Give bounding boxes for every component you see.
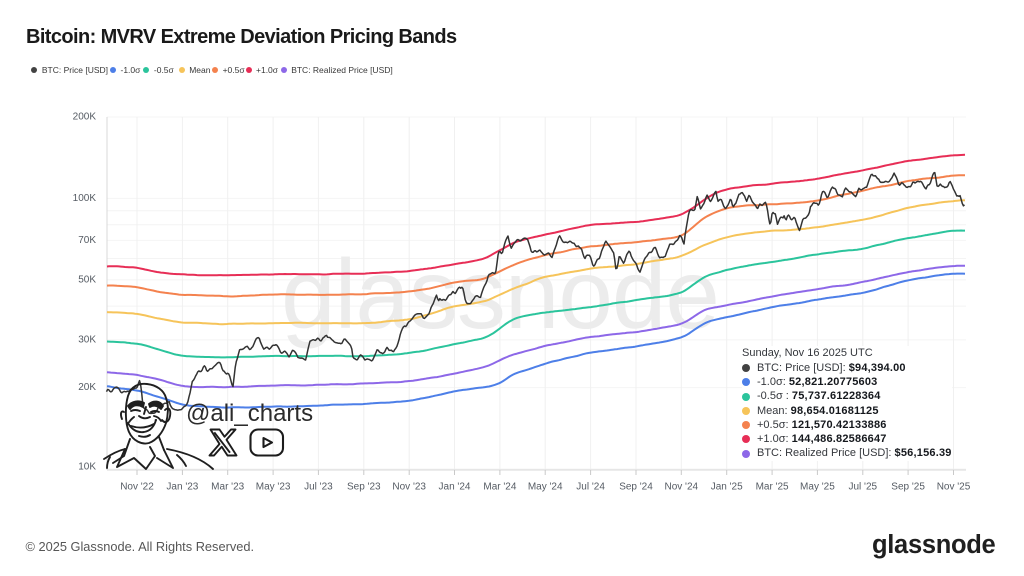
svg-text:70K: 70K [78,235,96,246]
svg-text:Jul '24: Jul '24 [576,482,605,493]
svg-text:20K: 20K [78,382,96,393]
svg-text:Nov '23: Nov '23 [392,482,426,493]
svg-text:Jan '25: Jan '25 [711,482,743,493]
svg-text:200K: 200K [73,112,97,123]
svg-text:Nov '24: Nov '24 [665,482,699,493]
svg-text:May '24: May '24 [528,482,563,493]
svg-text:Sep '23: Sep '23 [347,482,381,493]
svg-text:Nov '25: Nov '25 [937,482,971,493]
svg-text:50K: 50K [78,274,96,285]
svg-text:May '25: May '25 [800,482,835,493]
svg-text:Mar '25: Mar '25 [756,482,789,493]
svg-text:Jul '25: Jul '25 [849,482,878,493]
svg-text:@ali_charts: @ali_charts [186,400,313,427]
svg-text:Nov '22: Nov '22 [120,482,154,493]
svg-text:10K: 10K [78,462,96,473]
svg-text:May '23: May '23 [256,482,291,493]
svg-text:Mar '24: Mar '24 [483,482,516,493]
svg-text:Jan '23: Jan '23 [166,482,198,493]
svg-text:Jul '23: Jul '23 [304,482,333,493]
svg-text:Sep '24: Sep '24 [619,482,653,493]
svg-text:Jan '24: Jan '24 [439,482,471,493]
svg-text:30K: 30K [78,334,96,345]
svg-text:Mar '23: Mar '23 [211,482,244,493]
svg-text:100K: 100K [73,193,97,204]
svg-text:Sep '25: Sep '25 [891,482,925,493]
